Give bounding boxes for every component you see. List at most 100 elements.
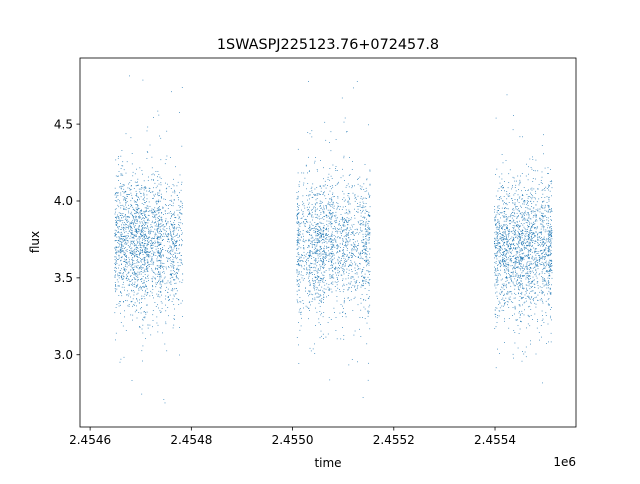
data-point [153,216,155,218]
data-point [158,174,160,175]
data-point [324,252,325,253]
data-point [317,229,319,230]
data-point [296,284,298,286]
data-point [322,316,324,318]
data-point [299,309,301,311]
data-point [339,271,340,272]
data-point [143,219,145,221]
data-point [336,232,338,234]
data-point [506,208,508,209]
data-point [346,256,348,257]
data-point [514,276,516,277]
data-point [167,296,169,298]
data-point [362,211,363,213]
data-point [147,227,149,229]
data-point [494,266,495,268]
data-point [114,234,116,236]
data-point [331,256,332,258]
data-point [173,257,175,259]
data-point [324,195,326,197]
data-point [143,287,145,288]
data-point [317,255,319,257]
data-point [115,249,117,250]
data-point [145,240,146,241]
data-point [366,257,368,259]
data-point [343,230,345,232]
data-point [495,314,497,315]
data-point [174,245,176,246]
data-point [157,226,159,228]
data-point [125,300,126,301]
data-point [174,308,175,310]
data-point [116,224,118,226]
data-point [125,270,126,272]
data-point [324,271,326,273]
data-point [512,212,513,213]
data-point [346,222,348,223]
data-point [504,304,505,306]
data-point [305,165,307,167]
data-point [498,220,500,222]
data-point [506,240,508,242]
data-point [121,268,122,270]
data-point [320,268,321,270]
data-point [134,226,135,228]
data-point [357,304,359,306]
data-point [121,286,123,288]
data-point [171,275,172,276]
data-point [525,356,527,358]
data-point [362,242,364,244]
data-point [313,231,315,233]
data-point [121,173,123,175]
data-point [354,185,355,187]
data-point [173,315,175,316]
data-point [170,217,171,219]
data-point [137,200,138,202]
data-point [526,275,528,276]
data-point [339,250,340,251]
data-point [323,211,324,213]
data-point [148,252,150,253]
data-point [141,271,142,272]
data-point [311,197,313,198]
data-point [361,294,363,295]
data-point [298,184,300,186]
data-point [146,201,147,202]
data-point [353,255,355,256]
data-point [320,185,321,187]
data-point [362,280,363,282]
data-point [340,266,342,268]
data-point [357,183,359,185]
data-point [514,265,516,267]
data-point [161,212,162,213]
data-point [158,218,159,219]
data-point [504,211,506,212]
data-point [339,251,340,252]
data-point [167,250,169,251]
data-point [137,205,139,207]
data-point [178,270,180,272]
data-point [503,260,505,262]
data-point [307,231,309,233]
data-point [505,239,507,240]
data-point [507,265,509,267]
data-point [309,284,311,286]
data-point [315,242,317,243]
data-point [297,218,298,220]
data-point [365,238,367,240]
data-point [130,192,132,194]
data-point [157,248,159,249]
data-point [522,259,523,261]
data-point [356,264,358,266]
data-point [147,248,148,250]
data-point [316,265,318,267]
data-point [310,250,311,252]
data-point [115,246,117,248]
data-point [332,192,334,194]
data-point [179,112,180,113]
data-point [116,222,117,223]
data-point [137,300,138,302]
data-point [169,245,171,247]
data-point [157,237,158,239]
data-point [154,232,156,234]
